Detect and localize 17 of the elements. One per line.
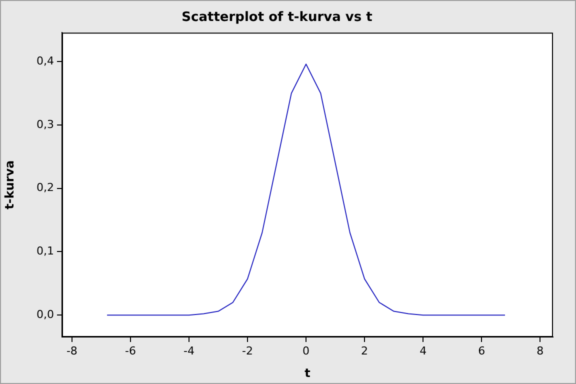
x-tick-label: 8 [536,344,544,358]
y-tick-label: 0,0 [36,308,54,321]
x-axis-title: t [304,366,311,380]
y-tick-label: 0,4 [36,54,54,68]
y-axis-title: t-kurva [2,160,16,210]
x-tick-label: -8 [66,344,78,358]
y-tick-label: 0,1 [36,244,54,258]
y-tick-label: 0,2 [36,181,54,194]
chart-title: Scatterplot of t-kurva vs t [182,10,372,26]
x-tick-label: 6 [478,344,486,358]
x-tick-label: -4 [184,344,194,358]
x-tick-label: 4 [420,344,427,358]
y-tick-label: 0,3 [36,118,54,131]
x-tick-label: -2 [242,344,253,358]
x-tick-label: 2 [361,344,368,358]
x-tick-label: 0 [302,344,310,358]
x-tick-label: -6 [124,344,136,358]
